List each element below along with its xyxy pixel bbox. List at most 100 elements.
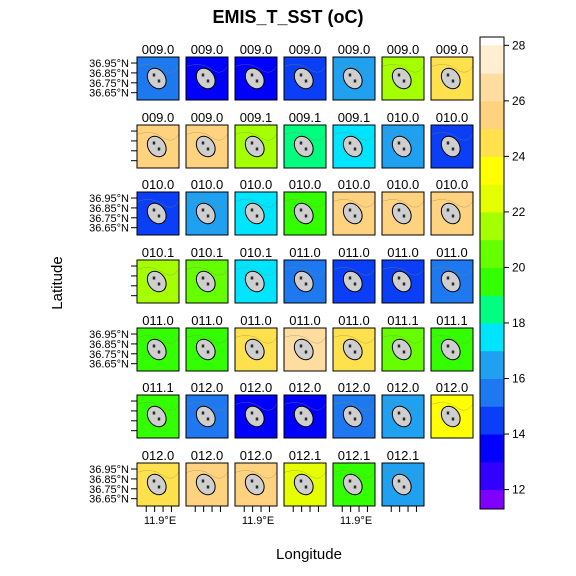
panel: 009.0 <box>381 42 425 101</box>
panel: 012.0 <box>185 448 229 507</box>
panel-border <box>332 56 376 101</box>
panel-border <box>185 259 229 304</box>
island-marker <box>353 147 357 151</box>
panel-border <box>136 259 180 304</box>
panel: 011.0 <box>332 245 376 304</box>
panel-border <box>381 462 425 507</box>
panel-contour <box>381 267 425 276</box>
y-tick-label: 36.85°N <box>89 203 129 215</box>
colorbar-band <box>480 461 504 491</box>
island-marker <box>402 485 406 489</box>
island-marker <box>353 485 357 489</box>
island-shape <box>342 473 363 496</box>
island-shape <box>440 67 461 90</box>
island-marker <box>451 350 455 354</box>
island-marker <box>353 350 357 354</box>
panel-contour <box>332 132 376 141</box>
x-axis-label: Longitude <box>276 546 342 563</box>
panel-contour <box>283 402 327 411</box>
island-marker <box>201 208 205 212</box>
island-marker <box>299 276 303 280</box>
panel-label: 010.0 <box>191 177 224 192</box>
island-shape <box>146 202 167 225</box>
panel: 010.0 <box>234 177 278 236</box>
panel-label: 011.0 <box>436 245 468 260</box>
island-shape <box>391 135 412 158</box>
island-shape <box>391 67 412 90</box>
panel-label: 012.0 <box>191 380 224 395</box>
island-shape <box>342 405 363 428</box>
colorbar-band <box>480 100 504 130</box>
island-marker <box>206 485 210 489</box>
panel: 012.1 <box>332 448 376 507</box>
island-marker <box>255 282 259 286</box>
island-marker <box>397 276 401 280</box>
colorbar-band <box>480 211 504 241</box>
island-shape <box>293 270 314 293</box>
panel: 012.1 <box>283 448 327 507</box>
island-marker <box>201 141 205 145</box>
panel-contour <box>381 132 425 141</box>
island-shape <box>440 405 461 428</box>
island-marker <box>304 350 308 354</box>
panel: 012.0 <box>185 380 229 439</box>
island-shape <box>244 473 265 496</box>
panel-border <box>136 462 180 507</box>
island-marker <box>152 276 156 280</box>
y-tick-label: 36.75°N <box>89 78 129 90</box>
colorbar-band <box>480 406 504 435</box>
panel: 009.0 <box>430 42 474 101</box>
island-marker <box>451 282 455 286</box>
island-shape <box>195 405 216 428</box>
y-tick-label: 36.85°N <box>89 474 129 486</box>
panel-border <box>234 394 278 439</box>
panel: 012.0 <box>234 448 278 507</box>
island-marker <box>397 479 401 483</box>
panel-contour <box>381 470 425 479</box>
panel-label: 010.0 <box>289 177 322 192</box>
y-tick-label: 36.85°N <box>89 339 129 351</box>
y-tick-label: 36.75°N <box>89 484 129 496</box>
panel-label: 010.0 <box>387 177 420 192</box>
island-marker <box>157 417 161 421</box>
island-shape <box>195 270 216 293</box>
x-tick-label: 11.9°E <box>242 515 274 527</box>
panel: 011.1 <box>381 313 425 372</box>
panel-label: 011.0 <box>191 313 223 328</box>
panel-contour <box>185 64 229 73</box>
island-marker <box>152 411 156 415</box>
panel-border <box>381 327 425 372</box>
island-marker <box>250 344 254 348</box>
island-shape <box>342 67 363 90</box>
island-marker <box>152 344 156 348</box>
island-marker <box>304 282 308 286</box>
panel-border <box>283 259 327 304</box>
panel: 011.1 <box>136 380 180 439</box>
island-marker <box>402 350 406 354</box>
island-marker <box>250 276 254 280</box>
island-marker <box>451 214 455 218</box>
island-marker <box>397 141 401 145</box>
x-tick-label: 11.9°E <box>144 515 176 527</box>
panel-border <box>283 462 327 507</box>
panel-border <box>381 124 425 169</box>
island-marker <box>348 141 352 145</box>
panel-border <box>332 327 376 372</box>
island-shape <box>146 473 167 496</box>
panel-border <box>234 124 278 169</box>
panel-border <box>185 191 229 236</box>
panel: 009.0 <box>185 42 229 101</box>
colorbar-band <box>480 267 504 296</box>
panel-label: 011.0 <box>387 245 419 260</box>
island-marker <box>402 147 406 151</box>
panel: 011.0 <box>136 313 180 372</box>
island-marker <box>152 73 156 77</box>
panel-border <box>136 56 180 101</box>
panel-contour <box>185 402 229 411</box>
island-shape <box>244 270 265 293</box>
panel-contour <box>136 402 180 411</box>
island-marker <box>353 282 357 286</box>
colorbar-tick-label: 28 <box>512 38 526 52</box>
panel-contour <box>332 402 376 411</box>
